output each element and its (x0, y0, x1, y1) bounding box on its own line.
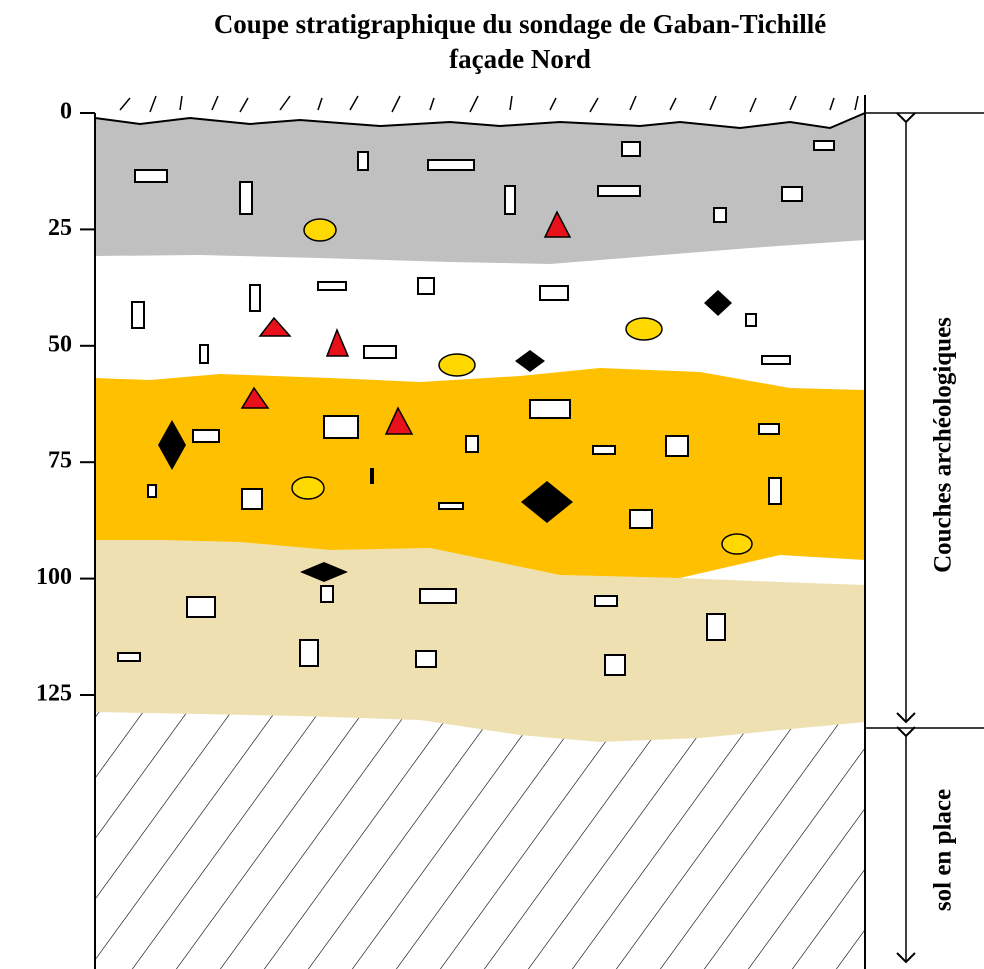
tick-label: 50 (48, 331, 72, 357)
title: Coupe stratigraphique du sondage de Gaba… (214, 9, 826, 39)
tick-label: 125 (36, 681, 72, 707)
side-label: Couches archéologiques (930, 317, 957, 573)
depth-axis: 0 25 50 75 100 125 (36, 99, 95, 707)
diagram: Coupe stratigraphique du sondage de Gaba… (0, 0, 984, 969)
section (95, 95, 865, 969)
subtitle: façade Nord (449, 44, 591, 74)
tick-label: 75 (48, 448, 72, 474)
annotations: Couches archéologiques sol en place (865, 113, 984, 962)
layer-tan (95, 540, 865, 742)
side-label: sol en place (930, 789, 957, 911)
tick-label: 25 (48, 215, 72, 241)
layer-gray (95, 113, 865, 264)
tick-label: 0 (60, 99, 72, 125)
bedrock (95, 700, 865, 969)
tick-label: 100 (36, 564, 72, 590)
